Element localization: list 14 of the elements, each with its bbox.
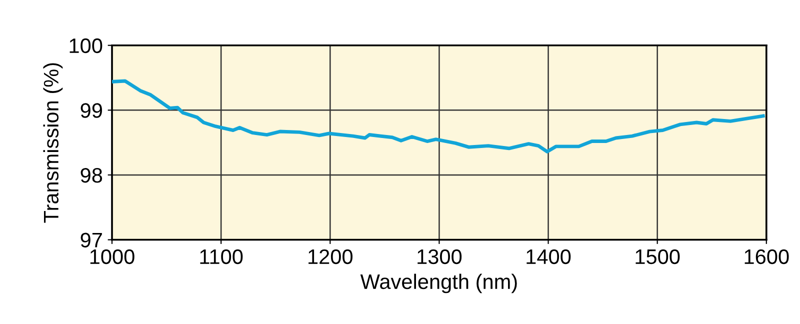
x-tick-label: 1100 xyxy=(200,249,243,264)
y-tick-label: 97 xyxy=(80,232,102,248)
y-axis-title: Transmission (%) xyxy=(43,63,63,223)
y-tick-label: 99 xyxy=(80,103,102,118)
x-axis-title: Wavelength (nm) xyxy=(360,274,517,294)
x-tick-label: 1500 xyxy=(636,249,680,264)
y-tick-label: 100 xyxy=(70,38,102,54)
x-tick-label: 1600 xyxy=(744,249,789,264)
x-tick-label: 1300 xyxy=(418,249,462,264)
line-series xyxy=(112,79,765,154)
x-tick-label: 1400 xyxy=(526,249,571,264)
x-tick-label: 1200 xyxy=(308,249,352,264)
x-tick-label: 1000 xyxy=(90,249,134,264)
y-tick-label: 98 xyxy=(80,168,102,183)
